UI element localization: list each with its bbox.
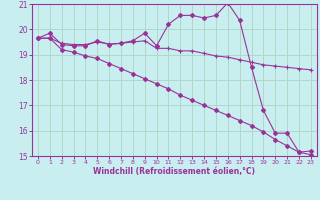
X-axis label: Windchill (Refroidissement éolien,°C): Windchill (Refroidissement éolien,°C) — [93, 167, 255, 176]
